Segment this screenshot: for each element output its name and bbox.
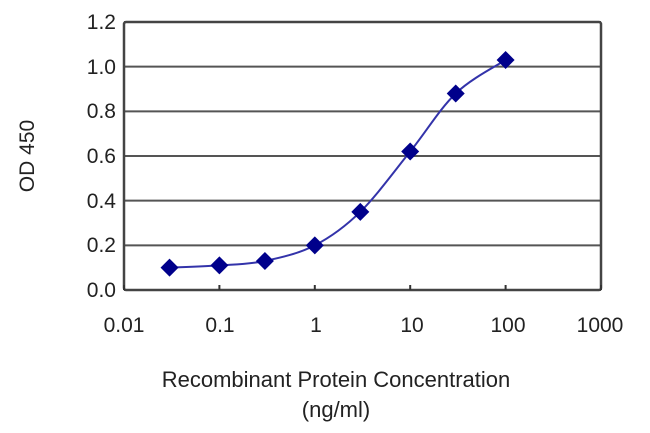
x-tick-label: 0.1: [205, 314, 235, 337]
y-tick-label: 0.0: [86, 279, 116, 302]
y-tick-label: 0.4: [86, 190, 116, 213]
data-point-marker: [210, 256, 229, 275]
y-tick-label: 0.2: [86, 234, 116, 257]
x-tick-label: 1000: [576, 314, 624, 337]
x-tick-label: 0.01: [103, 314, 145, 337]
plot-border: [122, 20, 603, 292]
data-point-marker: [255, 251, 274, 270]
data-point-marker: [496, 50, 515, 69]
data-point-marker: [160, 258, 179, 277]
y-tick-label: 1.2: [86, 11, 116, 34]
x-tick-label: 100: [490, 314, 526, 337]
data-point-marker: [446, 84, 465, 103]
data-point-marker: [305, 236, 324, 255]
x-axis-unit: (ng/ml): [301, 397, 371, 422]
x-tick-label: 10: [400, 314, 424, 337]
y-tick-label: 0.8: [86, 100, 116, 123]
y-tick-label: 0.6: [86, 145, 116, 168]
x-tick-label: 1: [310, 314, 322, 337]
data-point-marker: [351, 202, 370, 221]
y-tick-label: 1.0: [86, 56, 116, 79]
x-axis-label: Recombinant Protein Concentration: [161, 367, 511, 392]
data-point-marker: [401, 142, 420, 161]
